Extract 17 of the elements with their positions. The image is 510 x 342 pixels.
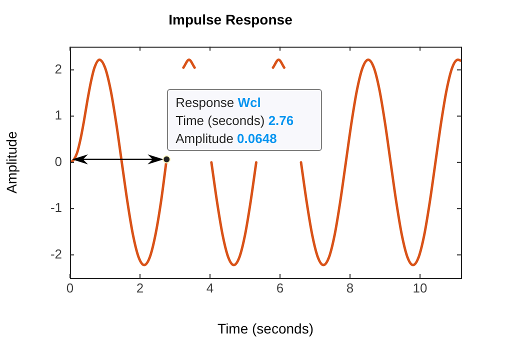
annotation: Response Wcl bbox=[176, 94, 262, 112]
chart-title: Impulse Response bbox=[168, 11, 293, 28]
annotation: Time (seconds) 2.76 bbox=[176, 112, 295, 130]
y-tick-label: 0 bbox=[54, 154, 62, 169]
x-tick-label: 4 bbox=[206, 280, 214, 296]
y-tick-label: 2 bbox=[54, 62, 62, 76]
x-tick-label: 10 bbox=[412, 280, 428, 296]
x-tick-label: 2 bbox=[136, 280, 144, 296]
x-tick-label: 0 bbox=[66, 280, 74, 296]
x-axis-title: Time (seconds) bbox=[218, 320, 314, 336]
x-tick-label: 6 bbox=[276, 280, 284, 296]
y-tick-label: -2 bbox=[50, 246, 62, 262]
y-tick-label: 1 bbox=[54, 108, 62, 123]
annotation: Amplitude 0.0648 bbox=[176, 130, 278, 148]
x-tick-label: 8 bbox=[346, 280, 354, 296]
y-axis-title: Amplitude bbox=[3, 131, 20, 194]
y-tick-label: -1 bbox=[50, 200, 62, 216]
